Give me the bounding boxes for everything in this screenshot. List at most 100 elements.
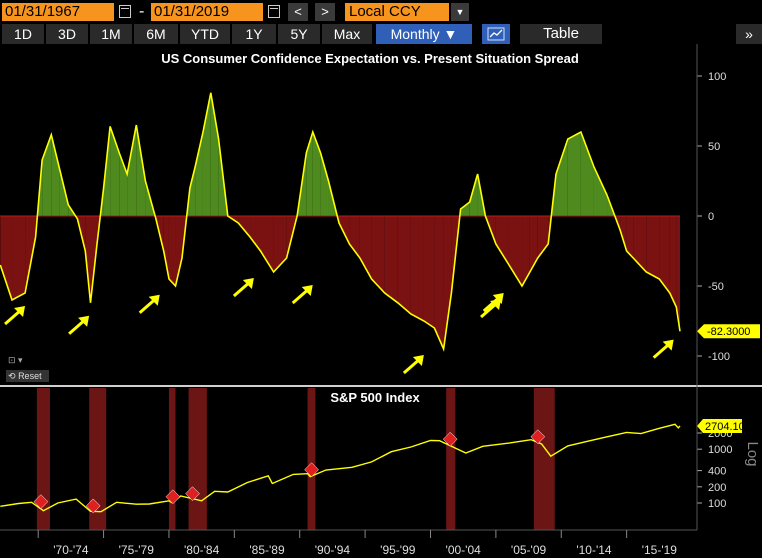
- timeframe-max[interactable]: Max: [322, 24, 372, 44]
- spread-area-segment: [51, 134, 60, 216]
- recession-marker: [185, 486, 200, 502]
- arrow-head: [492, 293, 504, 304]
- arrow-head: [242, 278, 254, 289]
- sp500-last-value-text: 2704.10: [705, 421, 745, 433]
- x-tick-label: '00-'04: [446, 543, 482, 557]
- chart-type-icon[interactable]: ⊡ ▾: [8, 355, 23, 365]
- recession-band: [168, 388, 176, 530]
- spread-area-segment: [522, 216, 530, 286]
- calendar-icon[interactable]: [268, 5, 280, 18]
- spread-area-segment: [443, 216, 452, 349]
- x-tick-label: '05-'09: [511, 543, 547, 557]
- sp500-last-value: 2704.10: [697, 418, 745, 433]
- spread-area-segment: [306, 132, 313, 216]
- spread-last-value-text: -82.3000: [707, 326, 750, 338]
- reset-label: Reset: [18, 371, 42, 381]
- arrow-shaft: [652, 342, 671, 359]
- timeframe-5y[interactable]: 5Y: [278, 24, 320, 44]
- x-tick-label: '85-'89: [249, 543, 285, 557]
- recession-band: [188, 388, 207, 530]
- arrow-shaft: [232, 280, 251, 298]
- recession-marker: [85, 498, 101, 514]
- table-button[interactable]: Table: [520, 24, 602, 44]
- spread-area-segment: [250, 216, 261, 251]
- currency-select[interactable]: Local CCY: [345, 3, 449, 21]
- end-date-input[interactable]: 01/31/2019: [151, 3, 263, 21]
- spread-area-segment: [312, 132, 321, 216]
- spread-fill: [0, 92, 680, 349]
- spread-area-segment: [567, 132, 581, 216]
- timeframe-ytd[interactable]: YTD: [180, 24, 230, 44]
- x-tick-label: '80-'84: [184, 543, 220, 557]
- x-tick-label: '75-'79: [119, 543, 155, 557]
- spread-line: [0, 92, 681, 352]
- spread-area-segment: [195, 132, 203, 216]
- timeframe-6m[interactable]: 6M: [134, 24, 178, 44]
- x-tick-label: '95-'99: [380, 543, 416, 557]
- timeframe-1m[interactable]: 1M: [90, 24, 132, 44]
- recession-marker: [33, 494, 49, 510]
- arrow-shaft: [68, 318, 87, 335]
- spread-area-segment: [397, 216, 411, 314]
- arrow-head: [301, 285, 313, 296]
- calendar-icon[interactable]: [119, 5, 131, 18]
- double-chevron-right-icon[interactable]: »: [736, 24, 762, 44]
- spread-area-segment: [189, 167, 196, 216]
- recession-marker: [530, 429, 546, 445]
- spread-area-segment: [593, 167, 608, 216]
- line-chart-icon[interactable]: [482, 24, 510, 44]
- recession-marker: [165, 489, 181, 505]
- spread-area-segment: [659, 216, 670, 293]
- x-axis: '70-'74 '75-'79 '80-'84 '85-'89 '90-'94 '95-'…: [37, 530, 678, 557]
- x-tick-label: '15-'19: [642, 543, 678, 557]
- spread-area-segment: [676, 216, 680, 332]
- recession-band: [307, 388, 316, 530]
- chevron-left-icon[interactable]: <: [288, 3, 308, 21]
- spread-area-segment: [410, 216, 424, 321]
- x-tick-label: '70-'74: [53, 543, 89, 557]
- upper-chart-title: US Consumer Confidence Expectation vs. P…: [161, 51, 579, 66]
- arrow-shaft: [4, 308, 23, 326]
- spread-area-segment: [110, 126, 120, 216]
- x-tick-label: '90-'94: [315, 543, 351, 557]
- date-separator: -: [139, 3, 145, 20]
- arrow-shaft: [138, 297, 157, 314]
- spread-area-segment: [168, 216, 176, 286]
- log-axis-label: Log: [744, 441, 761, 466]
- arrow-head: [662, 339, 674, 351]
- recession-bands: [36, 388, 555, 530]
- lower-y-tick-label: 200: [708, 482, 726, 494]
- timeframe-1y[interactable]: 1Y: [232, 24, 276, 44]
- spread-area-segment: [175, 216, 183, 286]
- lower-chart-title: S&P 500 Index: [330, 390, 420, 405]
- spread-area-segment: [580, 132, 594, 216]
- timeframe-1d[interactable]: 1D: [2, 24, 44, 44]
- spread-area-segment: [85, 216, 91, 303]
- spread-area-segment: [260, 216, 274, 272]
- spread-area-segment: [434, 216, 444, 349]
- arrow-head: [78, 315, 90, 327]
- sp500-last-value-tag: [697, 418, 742, 433]
- recession-band: [533, 388, 555, 530]
- spread-area-segment: [127, 125, 137, 216]
- spread-area-segment: [495, 216, 509, 265]
- spread-area-segment: [12, 216, 26, 300]
- upper-y-tick-label: -50: [708, 281, 724, 293]
- reset-button[interactable]: ⟲ Reset: [6, 370, 49, 382]
- spread-area-segment: [460, 202, 470, 216]
- period-select[interactable]: Monthly ▼: [376, 24, 472, 44]
- upper-y-axis: 100 50 0 -50 -100: [697, 71, 730, 363]
- lower-y-tick-label: 100: [708, 498, 726, 510]
- dropdown-icon[interactable]: ▼: [451, 3, 469, 21]
- upper-y-tick-label: 50: [708, 141, 720, 153]
- spread-area-segment: [238, 216, 251, 237]
- arrow-head: [14, 306, 26, 317]
- timeframe-3d[interactable]: 3D: [46, 24, 88, 44]
- upper-y-tick-label: -100: [708, 351, 730, 363]
- chevron-right-icon[interactable]: >: [315, 3, 335, 21]
- start-date-input[interactable]: 01/31/1967: [2, 3, 114, 21]
- spread-area-segment: [669, 216, 677, 307]
- spread-area-segment: [273, 216, 287, 272]
- spread-area-segment: [25, 216, 36, 293]
